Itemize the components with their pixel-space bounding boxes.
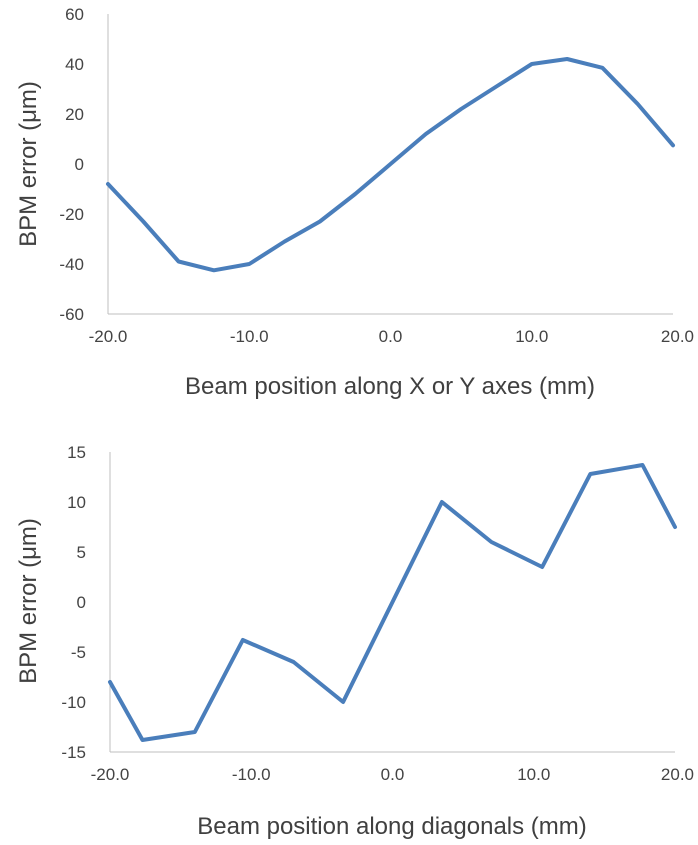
chart-2-y-tick-label: 10 — [67, 493, 86, 512]
chart-1-x-axis-title: Beam position along X or Y axes (mm) — [185, 373, 595, 400]
chart-2-x-tick-label: -10.0 — [232, 765, 271, 784]
chart-2: 15 10 5 0 -5 -10 -15 -20.0 -10.0 0.0 10.0 20.0 Bea… — [15, 443, 694, 840]
chart-1-x-tick-label: 10.0 — [515, 327, 548, 346]
chart-2-series-line — [108, 463, 677, 742]
chart-2-y-tick-label: 5 — [77, 543, 86, 562]
chart-2-x-ticks: -20.0 -10.0 0.0 10.0 20.0 — [91, 765, 694, 784]
chart-1-y-axis-title: BPM error (μm) — [15, 81, 42, 247]
chart-1-x-ticks: -20.0 -10.0 0.0 10.0 20.0 — [89, 327, 694, 346]
chart-1: 60 40 20 0 -20 -40 -60 -20.0 -10.0 0.0 10.0 20.0 B… — [15, 5, 694, 400]
chart-1-x-tick-label: -10.0 — [230, 327, 269, 346]
chart-2-x-axis-title: Beam position along diagonals (mm) — [197, 813, 587, 840]
chart-1-y-tick-label: -20 — [59, 205, 84, 224]
chart-1-y-tick-label: -40 — [59, 255, 84, 274]
chart-1-y-tick-label: -60 — [59, 305, 84, 324]
chart-2-y-tick-label: -15 — [61, 743, 86, 762]
chart-2-x-tick-label: 10.0 — [517, 765, 550, 784]
chart-2-y-tick-label: -5 — [71, 643, 86, 662]
chart-1-series-line — [106, 57, 675, 273]
chart-2-y-axis-title: BPM error (μm) — [15, 518, 42, 684]
chart-1-x-tick-label: -20.0 — [89, 327, 128, 346]
chart-2-y-ticks: 15 10 5 0 -5 -10 -15 — [61, 443, 86, 762]
chart-1-y-tick-label: 60 — [65, 5, 84, 24]
chart-1-y-tick-label: 40 — [65, 55, 84, 74]
chart-2-x-tick-label: 0.0 — [381, 765, 405, 784]
chart-2-y-tick-label: -10 — [61, 693, 86, 712]
chart-1-x-tick-label: 20.0 — [661, 327, 694, 346]
chart-2-y-tick-label: 15 — [67, 443, 86, 462]
chart-2-x-tick-label: 20.0 — [661, 765, 694, 784]
chart-1-y-tick-label: 0 — [75, 155, 84, 174]
chart-1-y-tick-label: 20 — [65, 105, 84, 124]
chart-2-x-tick-label: -20.0 — [91, 765, 130, 784]
chart-1-y-ticks: 60 40 20 0 -20 -40 -60 — [59, 5, 84, 324]
chart-1-x-tick-label: 0.0 — [379, 327, 403, 346]
chart-2-y-tick-label: 0 — [77, 593, 86, 612]
